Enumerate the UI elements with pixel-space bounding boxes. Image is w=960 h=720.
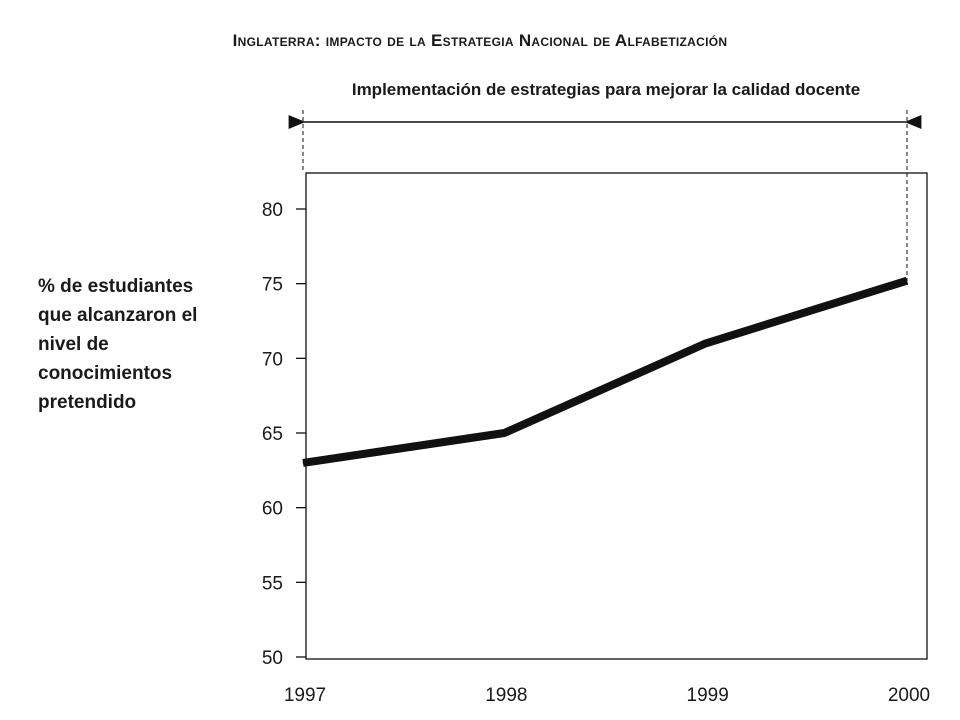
y-tick-label: 55 (262, 573, 283, 594)
series-line (302, 276, 909, 467)
y-axis-label: % de estudiantes que alcanzaron el nivel… (38, 276, 198, 413)
x-tick-label: 1998 (485, 685, 527, 706)
y-axis: 50 55 60 65 70 75 80 (262, 200, 306, 669)
chart-title: Inglaterra: impacto de la Estrategia Nac… (232, 31, 728, 50)
annotation-span (288, 110, 922, 281)
data-point (705, 342, 707, 344)
y-tick-label: 80 (262, 200, 283, 221)
x-tick-label: 1999 (687, 685, 729, 706)
y-tick-label: 60 (262, 499, 283, 520)
y-tick-label: 70 (262, 349, 283, 370)
y-tick-label: 65 (262, 424, 283, 445)
plot-frame (305, 172, 928, 660)
y-tick-label: 50 (262, 648, 283, 669)
x-tick-label: 1997 (284, 685, 326, 706)
x-axis: 1997 1998 1999 2000 (284, 685, 930, 706)
data-point (503, 432, 505, 434)
annotation-label: Implementación de estrategias para mejor… (351, 80, 861, 99)
series-line-path (302, 276, 909, 467)
data-point (906, 280, 908, 282)
x-tick-label: 2000 (888, 685, 930, 706)
y-tick-label: 75 (262, 275, 283, 296)
data-point (302, 462, 304, 464)
